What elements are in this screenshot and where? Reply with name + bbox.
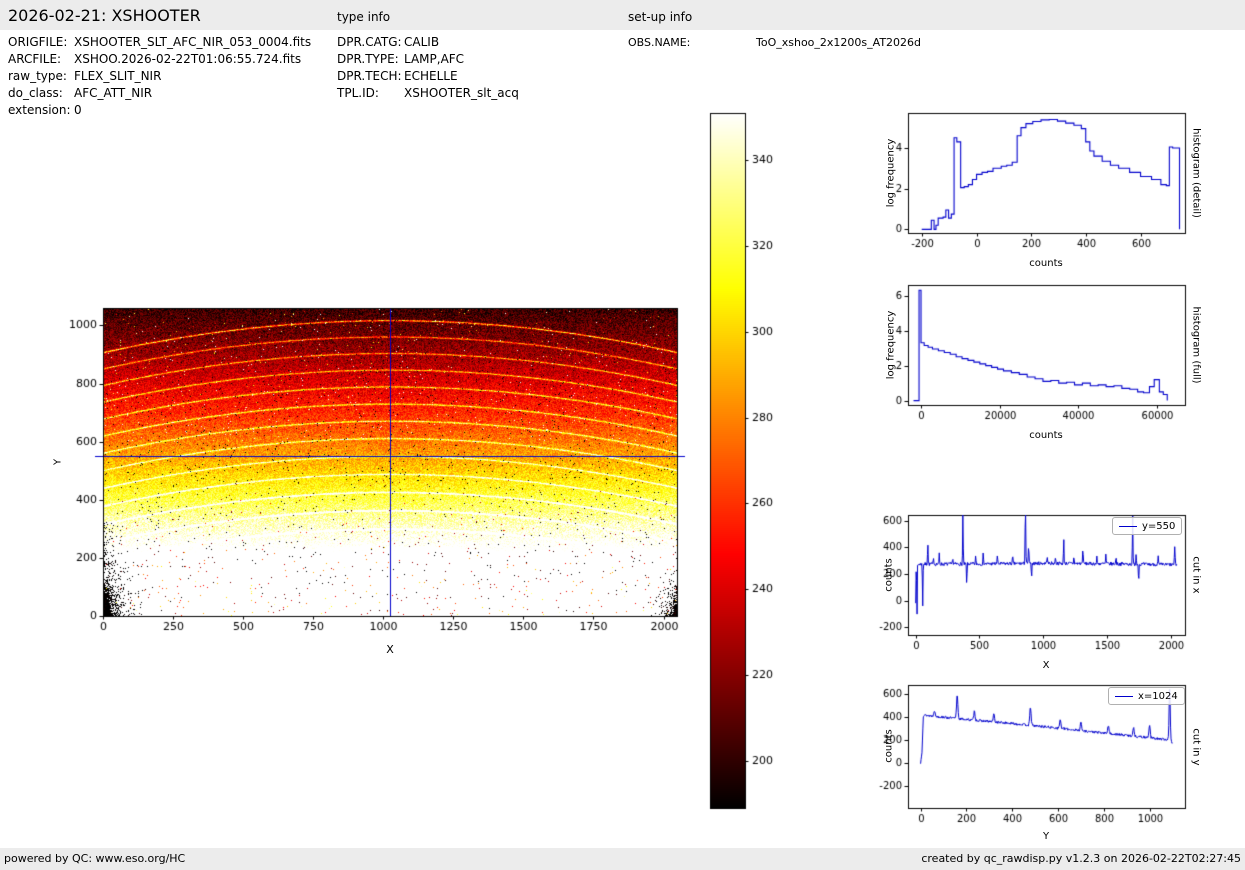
cut-x-side-label: cut in x [1190, 556, 1202, 594]
hist-detail-ylabel: log frequency [885, 138, 897, 208]
hist-detail-side-label: histogram (detail) [1190, 128, 1202, 218]
main-yaxis-label: Y [52, 458, 64, 466]
cut-y-xlabel: Y [1042, 831, 1050, 842]
hist-detail-xlabel: counts [1029, 258, 1063, 269]
hist-full-ylabel: log frequency [885, 310, 897, 380]
cut-x-legend: y=550 [1112, 517, 1183, 535]
cut-x-xlabel: X [1042, 660, 1050, 671]
footer-bar: powered by QC: www.eso.org/HC created by… [0, 848, 1245, 870]
cut-x-ylabel: counts [883, 558, 895, 592]
cut-y-ylabel: counts [883, 729, 895, 763]
hist-full-xlabel: counts [1029, 430, 1063, 441]
main-xaxis-label: X [386, 643, 394, 656]
cut-y-legend-label: x=1024 [1138, 690, 1178, 702]
hist-full-side-label: histogram (full) [1190, 306, 1202, 384]
legend-line-swatch [1115, 695, 1133, 697]
cut-x-legend-label: y=550 [1142, 520, 1176, 532]
footer-right-text: created by qc_rawdisp.py v1.2.3 on 2026-… [921, 852, 1241, 865]
legend-line-swatch [1119, 525, 1137, 527]
footer-left-text: powered by QC: www.eso.org/HC [4, 852, 186, 865]
cut-y-legend: x=1024 [1108, 687, 1185, 705]
cut-y-side-label: cut in y [1190, 728, 1202, 766]
